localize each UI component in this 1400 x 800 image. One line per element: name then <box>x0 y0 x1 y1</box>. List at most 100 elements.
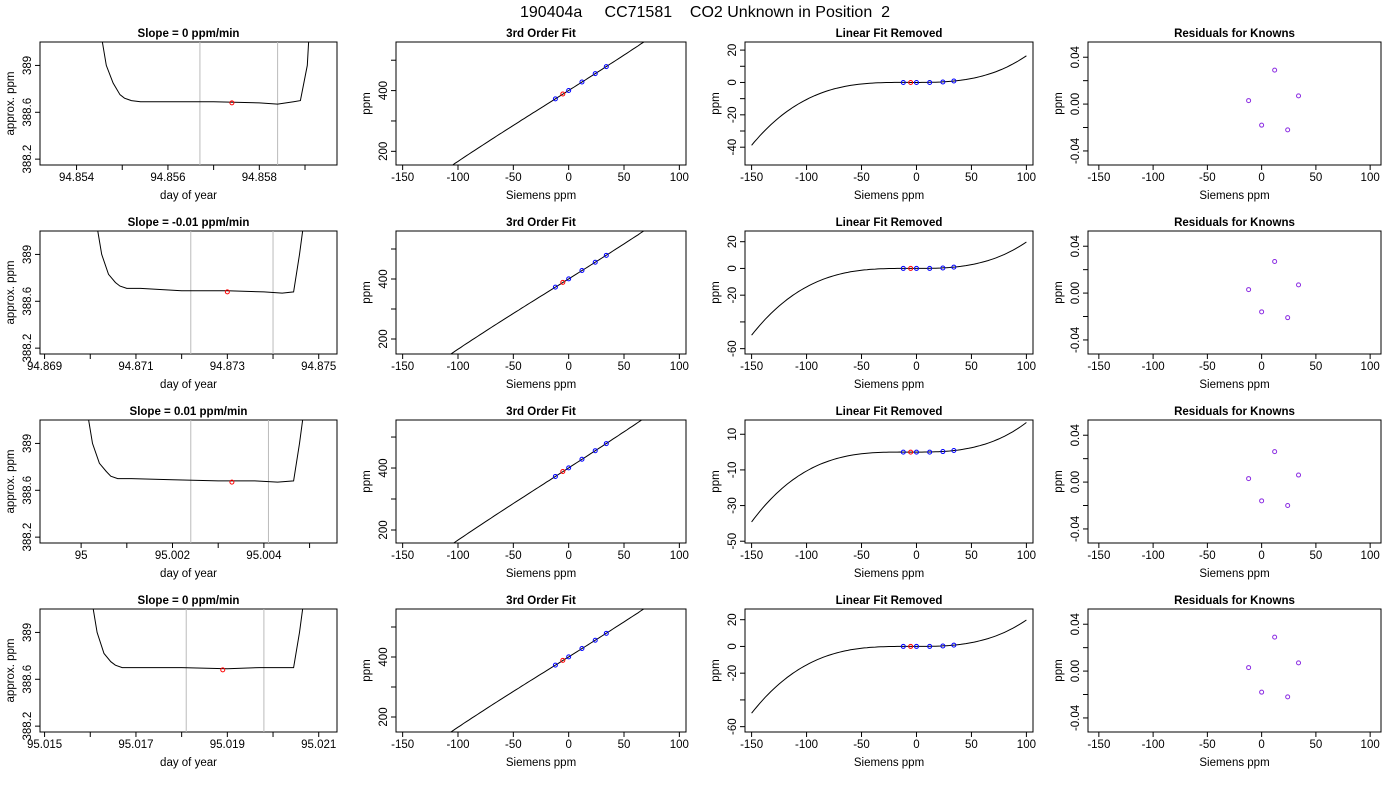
data-layer <box>451 42 645 165</box>
x-tick-label: -150 <box>391 550 414 562</box>
y-tick-label: 0 <box>727 643 739 649</box>
x-axis-label: day of year <box>160 568 217 580</box>
x-tick-label: 100 <box>1017 739 1036 751</box>
panel-title: Slope = 0 ppm/min <box>138 595 240 607</box>
y-tick-label: 0 <box>727 79 739 85</box>
y-tick-label: -20 <box>727 287 739 304</box>
x-axis: -150 -100 -50 0 50 100 Siemens ppm <box>1087 354 1380 391</box>
x-tick-label: -100 <box>795 361 818 373</box>
x-tick-label: 0 <box>913 550 919 562</box>
sample-point <box>229 479 235 485</box>
y-tick-label: 0.04 <box>1070 234 1082 257</box>
y-axis-label: ppm <box>361 659 373 681</box>
x-axis-label: Siemens ppm <box>1199 190 1269 202</box>
x-axis-label: Siemens ppm <box>506 757 576 769</box>
unknown-point <box>560 279 566 285</box>
panel-title: 3rd Order Fit <box>506 28 576 40</box>
y-tick-label: 0.00 <box>1070 471 1082 493</box>
y-axis: 388.2 388.6 389 approx. ppm <box>5 56 40 174</box>
y-tick-label: 400 <box>378 81 390 100</box>
x-tick-label: -100 <box>446 739 469 751</box>
y-tick-label: 388.2 <box>22 712 34 741</box>
chart-panel: Slope = 0.01 ppm/min 95 95.002 95.004 day of… <box>5 406 338 580</box>
x-axis-label: Siemens ppm <box>506 568 576 580</box>
x-tick-label: 0 <box>1258 550 1264 562</box>
known-point <box>566 87 572 93</box>
chart-panel: Slope = 0 ppm/min 95.015 95.017 95.019 95.02… <box>5 595 338 769</box>
x-tick-label: -100 <box>795 739 818 751</box>
x-tick-label: 50 <box>965 361 978 373</box>
residual-point <box>1285 315 1291 321</box>
y-tick-label: 389 <box>22 245 34 264</box>
known-point <box>951 78 957 84</box>
x-tick-label: -150 <box>740 361 763 373</box>
y-tick-label: 0.04 <box>1070 612 1082 635</box>
y-tick-label: -30 <box>727 497 739 514</box>
known-point <box>900 643 906 649</box>
panel-title: 3rd Order Fit <box>506 406 576 418</box>
chart-panel: 3rd Order Fit -150 -100 -50 0 50 100 Siemens pp… <box>361 595 689 769</box>
x-tick-label: 100 <box>670 550 689 562</box>
known-point <box>603 252 609 258</box>
known-point <box>940 643 946 649</box>
x-axis-label: Siemens ppm <box>854 568 924 580</box>
y-tick-label: 388.6 <box>22 665 34 694</box>
panel-title: Slope = -0.01 ppm/min <box>128 217 250 229</box>
y-axis: 388.2 388.6 389 approx. ppm <box>5 245 40 363</box>
x-tick-label: -50 <box>505 739 522 751</box>
data-layer <box>449 231 645 354</box>
x-tick-label: -150 <box>740 172 763 184</box>
x-axis-label: Siemens ppm <box>854 757 924 769</box>
known-point <box>927 643 933 649</box>
known-point <box>592 71 598 77</box>
y-axis: 388.2 388.6 389 approx. ppm <box>5 434 40 552</box>
unknown-point <box>908 265 914 271</box>
data-layer <box>452 420 643 543</box>
x-tick-label: -100 <box>1142 739 1165 751</box>
y-tick-label: 400 <box>378 647 390 666</box>
known-point <box>927 265 933 271</box>
series-line <box>101 42 310 105</box>
y-axis-label: approx. ppm <box>5 261 17 325</box>
x-tick-label: -150 <box>740 550 763 562</box>
residual-point <box>1272 634 1278 640</box>
known-point <box>913 265 919 271</box>
residual-point <box>1296 93 1302 99</box>
residual-point <box>1272 67 1278 73</box>
y-tick-label: 388.6 <box>22 476 34 505</box>
y-axis: 200 400 ppm <box>361 248 396 349</box>
plot-frame <box>395 419 687 544</box>
known-point <box>592 259 598 265</box>
plot-frame <box>1087 41 1382 166</box>
fit-curve <box>449 609 645 732</box>
x-tick-label: -50 <box>853 172 870 184</box>
x-tick-label: 50 <box>1309 172 1322 184</box>
plot-frame <box>744 41 1034 166</box>
y-axis: 200 400 ppm <box>361 59 396 161</box>
known-point <box>592 448 598 454</box>
data-layer <box>449 609 645 732</box>
sample-point <box>224 289 230 295</box>
x-axis: -150 -100 -50 0 50 100 Siemens ppm <box>1087 165 1380 202</box>
unknown-point <box>560 469 566 475</box>
y-axis: -60 -20 0 20 ppm <box>710 613 745 735</box>
y-axis-label: ppm <box>710 470 722 492</box>
y-tick-label: 0.04 <box>1070 45 1082 68</box>
x-tick-label: 95.019 <box>210 739 245 751</box>
x-tick-label: -150 <box>1087 550 1110 562</box>
y-axis-label: ppm <box>710 92 722 114</box>
panel-title: Linear Fit Removed <box>836 406 943 418</box>
x-tick-label: -50 <box>1199 550 1216 562</box>
known-point <box>940 79 946 85</box>
known-point <box>900 79 906 85</box>
y-axis-label: ppm <box>361 281 373 303</box>
data-layer <box>751 619 1027 714</box>
y-tick-label: 388.2 <box>22 334 34 363</box>
residual-point <box>1296 472 1302 478</box>
y-axis-label: ppm <box>710 281 722 303</box>
y-tick-label: 20 <box>727 613 739 626</box>
x-axis: -150 -100 -50 0 50 100 Siemens ppm <box>740 354 1036 391</box>
x-tick-label: 95.015 <box>27 739 62 751</box>
known-point <box>951 447 957 453</box>
x-tick-label: -150 <box>1087 739 1110 751</box>
